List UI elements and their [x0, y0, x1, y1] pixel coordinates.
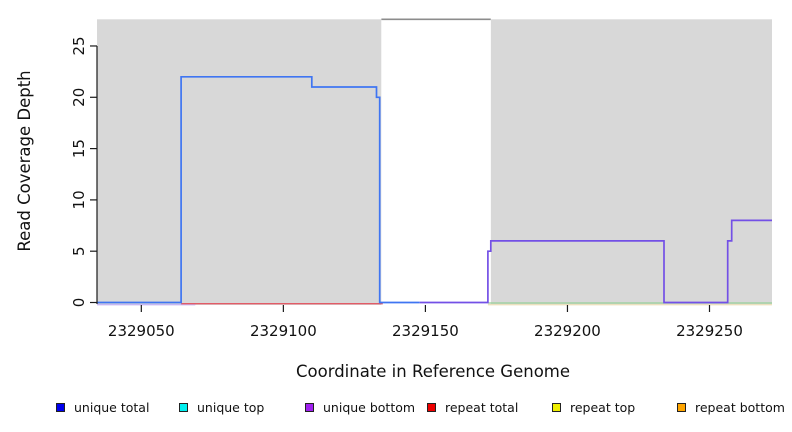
legend-label: unique total	[74, 400, 150, 415]
legend-swatch-unique-total	[56, 403, 65, 412]
legend-swatch-unique-top	[179, 403, 188, 412]
legend-label: repeat top	[570, 400, 636, 415]
x-tick-label: 2329250	[676, 322, 743, 340]
x-tick-label: 2329050	[108, 322, 175, 340]
legend-item-repeat-total: repeat total	[427, 401, 518, 414]
x-axis-title: Coordinate in Reference Genome	[296, 362, 570, 381]
legend-swatch-repeat-bottom	[677, 403, 686, 412]
panel-background-left	[97, 19, 382, 306]
legend: unique total unique top unique bottom repea…	[0, 401, 792, 417]
x-tick-label: 2329200	[534, 322, 601, 340]
plot-background	[97, 18, 772, 306]
y-tick-label: 0	[70, 298, 88, 308]
legend-item-repeat-bottom: repeat bottom	[677, 401, 785, 414]
y-tick-label: 10	[70, 190, 88, 209]
y-tick-label: 15	[70, 139, 88, 158]
legend-item-unique-total: unique total	[56, 401, 149, 414]
y-axis: 0 5 10 15 20 25	[70, 36, 98, 308]
series-unique-bottom	[419, 219, 772, 304]
x-tick-label: 2329100	[250, 322, 317, 340]
y-tick-label: 5	[70, 246, 88, 256]
legend-label: repeat bottom	[695, 400, 785, 415]
legend-swatch-repeat-total	[427, 403, 436, 412]
y-tick-label: 25	[70, 36, 88, 55]
legend-item-unique-top: unique top	[179, 401, 264, 414]
legend-label: unique bottom	[323, 400, 416, 415]
series-unique-total	[97, 75, 420, 304]
legend-item-unique-bottom: unique bottom	[305, 401, 415, 414]
legend-label: repeat total	[445, 400, 519, 415]
legend-label: unique top	[197, 400, 265, 415]
legend-swatch-unique-bottom	[305, 403, 314, 412]
x-axis: 2329050 2329100 2329150 2329200 2329250	[108, 305, 743, 340]
legend-swatch-repeat-top	[552, 403, 561, 412]
panel-background-right	[490, 19, 772, 306]
y-axis-title: Read Coverage Depth	[15, 70, 34, 251]
legend-item-repeat-top: repeat top	[552, 401, 635, 414]
x-tick-label: 2329150	[392, 322, 459, 340]
uncovered-region	[381, 19, 491, 306]
series-lines	[97, 75, 772, 306]
y-tick-label: 20	[70, 88, 88, 107]
